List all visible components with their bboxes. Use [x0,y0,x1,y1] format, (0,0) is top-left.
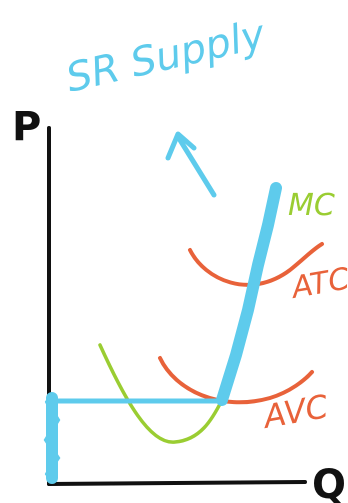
atc-label: ATC [287,261,348,306]
x-axis [47,480,307,486]
avc-curve [158,356,314,405]
mc-curve [98,343,224,444]
x-axis-label: Q [312,462,346,503]
zero-output-segment [43,392,61,484]
mc-label: MC [288,188,335,223]
y-axis-label: P [12,104,41,150]
title-arrow-icon [165,131,217,198]
diagram-title: SR Supply [62,11,271,102]
avc-label: AVC [259,387,332,436]
atc-curve [188,242,324,287]
sr-supply-line [216,182,282,406]
